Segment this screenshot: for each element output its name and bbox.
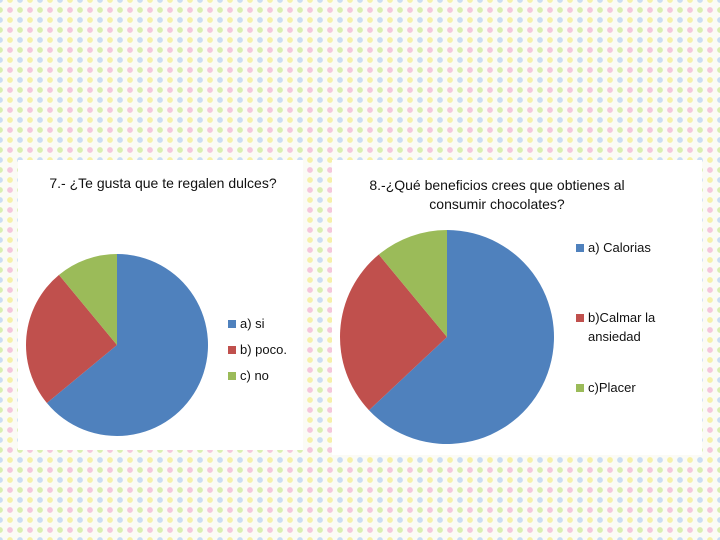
chart-1-slice-3 <box>58 254 117 345</box>
chart-1-legend-item: c) no <box>228 368 269 383</box>
chart-1-legend-label: c) no <box>240 368 269 383</box>
chart-1-slice-2 <box>25 274 117 404</box>
chart-2-slice-2 <box>340 254 447 411</box>
chart-1-title: 7.- ¿Te gusta que te regalen dulces? <box>49 175 277 191</box>
chart-2-legend-item: a) Calorias <box>576 238 698 257</box>
chart-1-slice-1 <box>46 254 208 436</box>
chart-1-legend-swatch <box>228 346 236 354</box>
chart-2-legend-label: a) Calorias <box>588 240 651 255</box>
chart-1-pie <box>25 254 208 436</box>
chart-1: 7.- ¿Te gusta que te regalen dulces? a) … <box>18 160 303 450</box>
chart-2: 8.-¿Qué beneficios crees que obtienes al… <box>332 160 702 455</box>
chart-2-legend-label: b)Calmar la ansiedad <box>588 310 656 344</box>
chart-1-legend-label: a) si <box>240 316 265 331</box>
chart-1-legend-swatch <box>228 372 236 380</box>
chart-1-legend-label: b) poco. <box>240 342 287 357</box>
chart-2-pie <box>340 230 554 444</box>
chart-2-legend-item: b)Calmar la ansiedad <box>576 308 698 346</box>
chart-1-legend-item: b) poco. <box>228 342 287 357</box>
chart-2-legend-label: c)Placer <box>588 380 636 395</box>
chart-2-title: 8.-¿Qué beneficios crees que obtienes al… <box>369 177 625 212</box>
chart-2-slice-1 <box>369 230 554 444</box>
chart-2-slice-3 <box>378 230 447 337</box>
chart-2-legend-swatch <box>576 384 584 392</box>
chart-2-legend-swatch <box>576 314 584 322</box>
chart-2-legend-item: c)Placer <box>576 378 698 397</box>
chart-1-legend-item: a) si <box>228 316 265 331</box>
chart-2-legend-swatch <box>576 244 584 252</box>
chart-1-legend-swatch <box>228 320 236 328</box>
